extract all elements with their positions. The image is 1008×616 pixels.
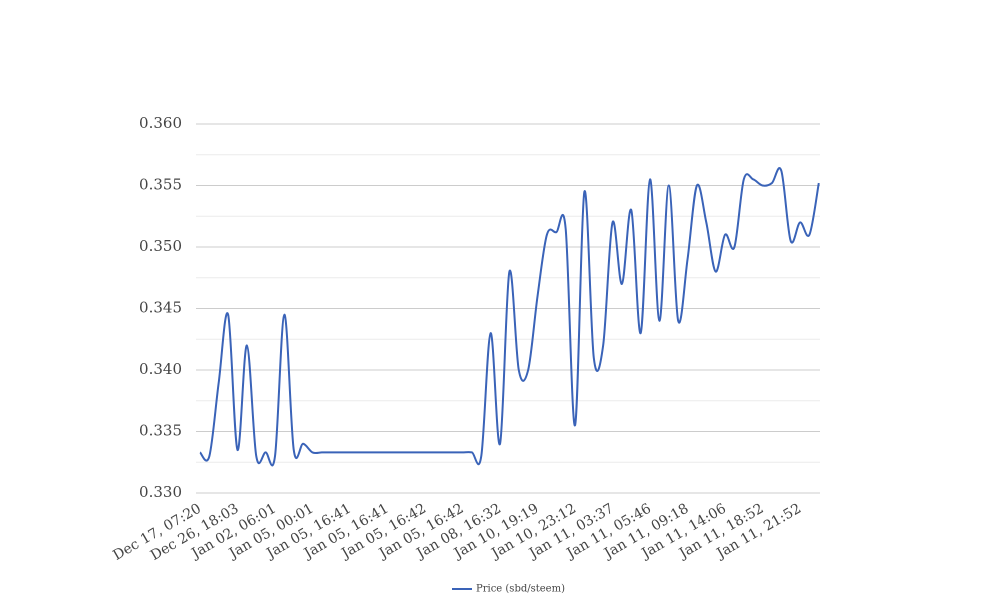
price-line xyxy=(199,167,820,467)
y-tick-label: 0.355 xyxy=(139,176,182,194)
y-tick-label: 0.350 xyxy=(139,237,182,255)
y-tick-label: 0.360 xyxy=(139,114,182,132)
y-tick-label: 0.335 xyxy=(139,422,182,440)
legend-label: Price (sbd/steem) xyxy=(476,584,565,595)
y-tick-label: 0.340 xyxy=(139,360,182,378)
y-tick-label: 0.345 xyxy=(139,299,182,317)
y-tick-label: 0.330 xyxy=(139,483,182,501)
